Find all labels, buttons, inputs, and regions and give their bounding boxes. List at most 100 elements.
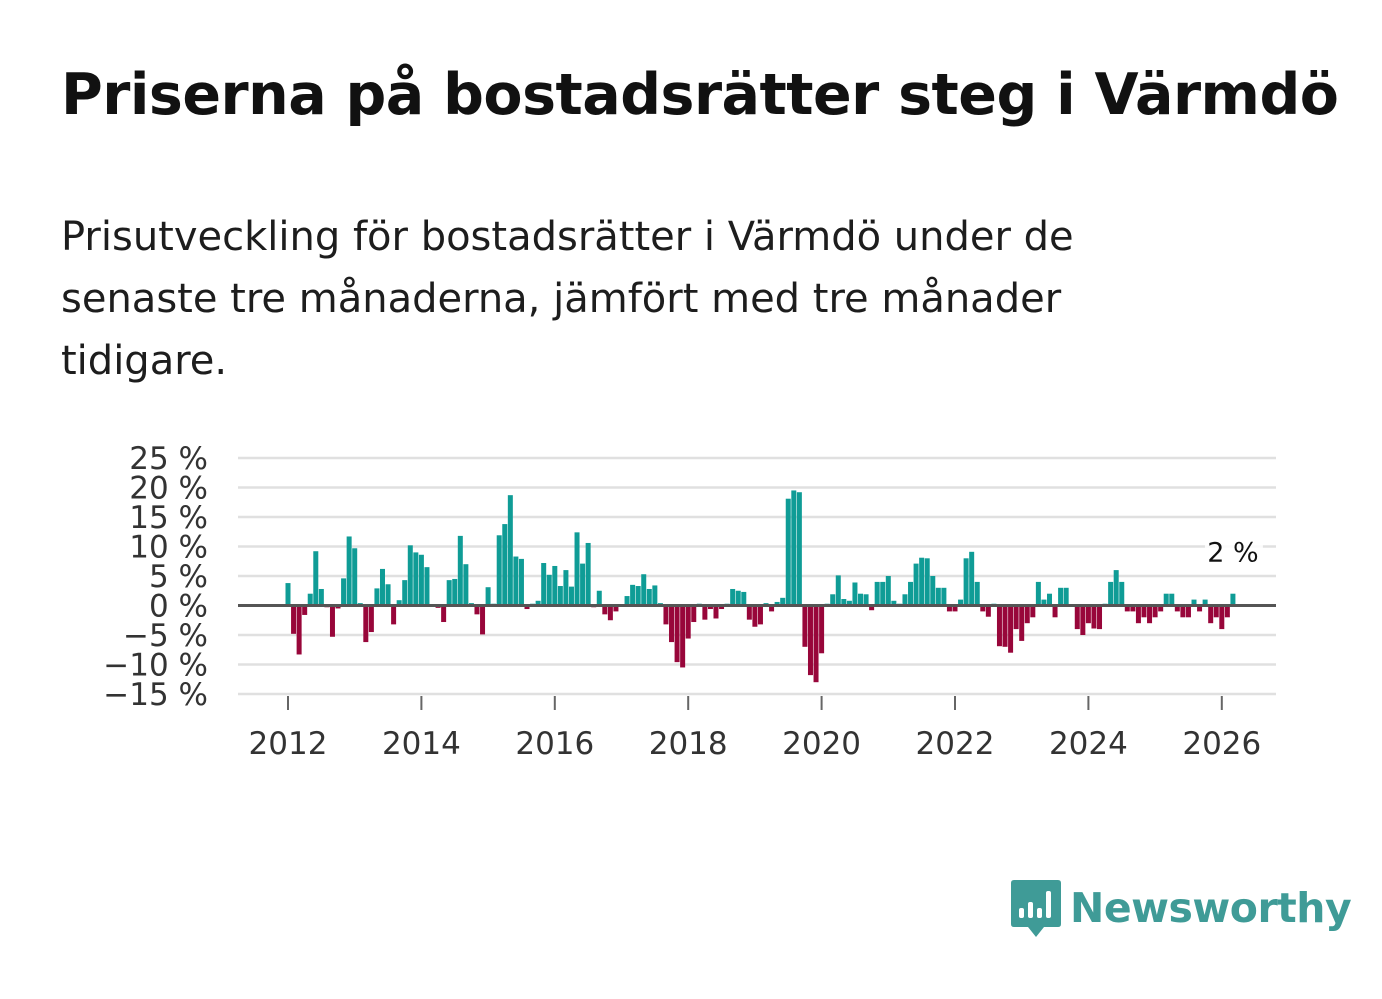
y-tick-label: 5 % [149,559,208,595]
bar [1202,599,1208,606]
x-tick-label: 2022 [916,726,995,762]
bar [1141,605,1147,618]
x-tick-label: 2014 [382,726,461,762]
bar [1030,605,1036,618]
bar [1208,605,1214,624]
bar [1019,605,1025,641]
x-tick-label: 2026 [1182,726,1261,762]
bar [852,582,858,606]
bar [769,605,775,612]
bar [774,601,780,606]
grid-lines [238,456,1276,696]
bar [985,605,991,617]
bar [535,600,541,606]
bar [346,536,352,606]
bar [546,574,552,606]
bar [1008,605,1014,653]
bar [757,605,763,625]
bar [496,535,502,606]
bar [402,580,408,606]
bar [996,605,1002,647]
y-axis: 25 %20 %15 %10 %5 %0 %−5 %−10 %−15 % [103,441,208,713]
bar [863,594,869,606]
bar [352,548,358,606]
y-tick-label: 25 % [129,441,208,477]
bar [641,574,647,606]
bar [1091,605,1097,629]
bar [296,605,302,655]
bar [869,605,875,611]
bar [974,581,980,606]
bar [1113,570,1119,606]
bar [1158,605,1164,612]
bar [730,588,736,606]
bar [958,599,964,606]
bar [513,556,519,606]
bar [1085,605,1091,624]
bar [613,605,619,612]
bar [291,605,297,634]
bar [685,605,691,639]
bar [452,578,458,606]
bar [813,605,819,683]
y-tick-label: −5 % [123,618,208,654]
y-tick-label: 10 % [129,530,208,566]
bar [602,605,608,615]
bar [891,600,897,606]
bar [1169,593,1175,606]
bar [1147,605,1153,624]
bar [1035,581,1041,606]
bar [713,605,719,619]
bar [574,532,580,606]
bar [913,563,919,606]
chart-subtitle: Prisutveckling för bostadsrätter i Värmd… [61,214,1074,384]
bar [1135,605,1141,624]
bar [463,564,469,606]
bar [1163,593,1169,606]
bar [1191,599,1197,606]
bar [946,605,952,612]
bar [858,593,864,606]
bar [1230,593,1236,606]
bar [702,605,708,620]
bar [1063,587,1069,606]
bar [1119,581,1125,606]
bar [418,554,424,606]
bar [379,568,385,606]
bar [1108,581,1114,606]
bar [1041,599,1047,606]
bar [1174,605,1180,612]
bar [424,567,430,606]
bar [396,600,402,606]
bar [752,605,758,627]
bar [363,605,369,643]
bar [874,581,880,606]
bar [785,498,791,606]
y-tick-label: 0 % [149,589,208,625]
bar [1219,605,1225,630]
annotation-bg [1204,534,1263,571]
y-tick-label: 15 % [129,500,208,536]
bar [557,586,563,606]
bar [952,605,958,612]
y-tick-label: −10 % [103,648,208,684]
bar [719,605,725,610]
bar [518,558,524,606]
bar [541,563,547,606]
bar [1074,605,1080,630]
bar [596,590,602,606]
bar [663,605,669,625]
x-axis: 2012 2014 2016 2018 2020 2022 2024 2026 [249,696,1261,762]
bar [819,605,825,654]
bar [1197,605,1203,612]
x-tick-label: 2024 [1049,726,1128,762]
bar [1152,605,1158,618]
bar [885,576,891,606]
x-tick-label: 2012 [249,726,328,762]
bar [630,584,636,606]
bar [830,594,836,606]
bar [446,580,452,606]
brand-name: Newsworthy [1070,884,1352,932]
bar [480,605,486,635]
bar [474,605,480,615]
